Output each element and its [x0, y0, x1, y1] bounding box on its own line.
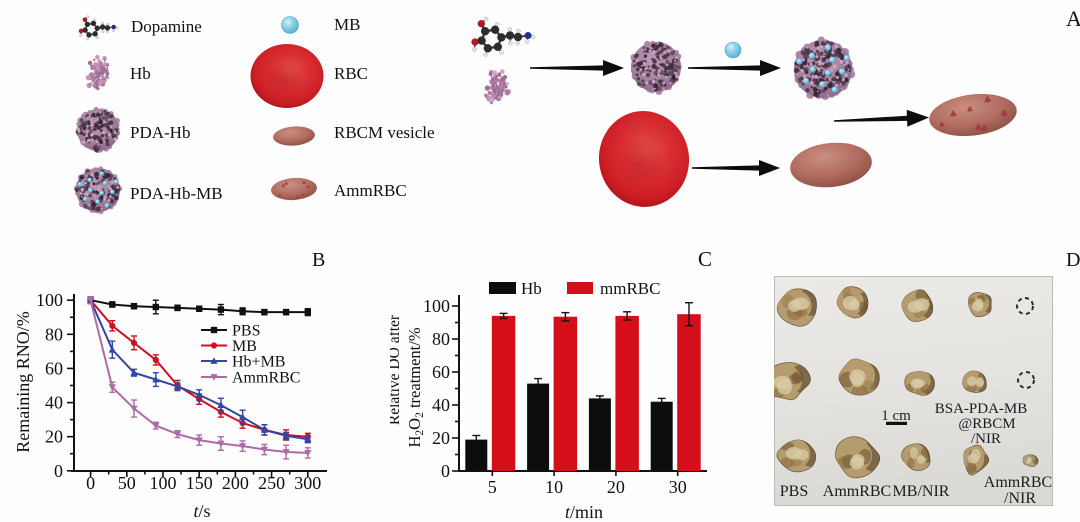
svg-text:20: 20: [45, 427, 63, 447]
svg-text:@RBCM: @RBCM: [958, 416, 1015, 432]
svg-text:80: 80: [432, 329, 450, 349]
svg-text:1 cm: 1 cm: [881, 408, 911, 424]
svg-text:100: 100: [150, 473, 177, 493]
svg-text:AmmRBC: AmmRBC: [232, 370, 300, 387]
svg-text:AmmRBC: AmmRBC: [823, 483, 891, 500]
svg-text:Relative DO after: Relative DO after: [390, 314, 403, 425]
svg-text:250: 250: [258, 473, 285, 493]
svg-text:Hb: Hb: [521, 279, 542, 298]
svg-text:MB: MB: [232, 338, 257, 355]
svg-text:20: 20: [432, 428, 450, 448]
svg-text:100: 100: [423, 296, 450, 316]
svg-text:/NIR: /NIR: [1004, 490, 1036, 507]
svg-text:80: 80: [45, 324, 63, 344]
svg-text:t/min: t/min: [565, 502, 603, 522]
svg-text:10: 10: [545, 477, 563, 497]
svg-text:60: 60: [432, 362, 450, 382]
svg-text:Remaining RNO/%: Remaining RNO/%: [13, 311, 33, 453]
svg-text:50: 50: [118, 473, 136, 493]
svg-text:30: 30: [669, 477, 687, 497]
svg-text:100: 100: [36, 290, 63, 310]
svg-text:PBS: PBS: [232, 323, 260, 340]
svg-text:mmRBC: mmRBC: [600, 279, 660, 298]
svg-text:Hb+MB: Hb+MB: [232, 354, 285, 371]
svg-text:300: 300: [294, 473, 321, 493]
svg-text:H2O2 treatment/%: H2O2 treatment/%: [405, 327, 426, 447]
svg-text:150: 150: [186, 473, 213, 493]
svg-text:60: 60: [45, 358, 63, 378]
svg-text:0: 0: [54, 461, 63, 481]
svg-text:PBS: PBS: [780, 483, 808, 500]
svg-text:40: 40: [45, 393, 63, 413]
svg-text:0: 0: [86, 473, 95, 493]
svg-text:t/s: t/s: [193, 501, 210, 521]
svg-text:20: 20: [607, 477, 625, 497]
svg-text:BSA-PDA-MB: BSA-PDA-MB: [935, 401, 1028, 417]
svg-text:200: 200: [222, 473, 249, 493]
svg-text:AmmRBC: AmmRBC: [984, 474, 1052, 491]
svg-text:0: 0: [441, 461, 450, 481]
svg-text:5: 5: [488, 477, 497, 497]
svg-text:/NIR: /NIR: [971, 431, 1001, 447]
svg-text:40: 40: [432, 395, 450, 415]
svg-text:MB/NIR: MB/NIR: [893, 483, 950, 500]
